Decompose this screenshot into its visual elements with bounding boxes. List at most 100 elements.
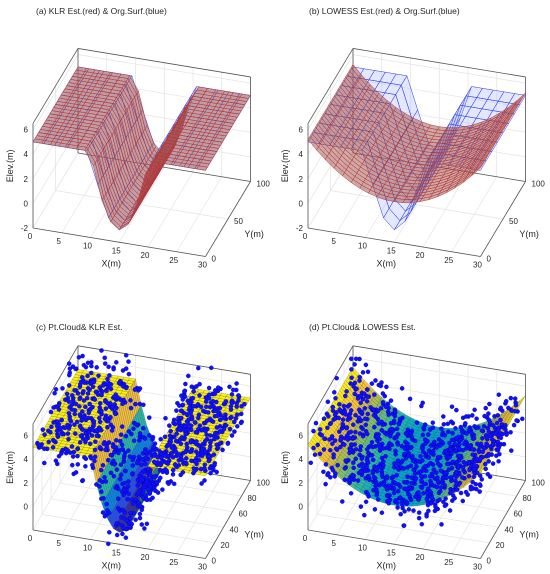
panel-a-grid-line <box>32 54 79 130</box>
panel-c-point <box>163 415 168 421</box>
panel-c-point <box>227 426 233 432</box>
panel-c-point <box>92 454 98 460</box>
panel-d-point <box>347 413 352 419</box>
panel-c-point <box>127 515 133 521</box>
panel-c-point <box>60 386 65 391</box>
panel-d-point <box>451 488 456 493</box>
panel-c-point <box>158 462 163 468</box>
panel-c-point <box>144 521 150 527</box>
panel-d-grid-line <box>451 475 498 554</box>
panel-c-point <box>234 412 240 417</box>
panel-a-x-axis <box>32 227 206 257</box>
panel-d-point <box>472 407 477 413</box>
panel-d-point <box>470 479 475 485</box>
panel-d-point <box>379 419 384 425</box>
panel-b-z-tick: 2 <box>299 175 304 184</box>
panel-c-point <box>108 422 114 428</box>
panel-d-point <box>493 431 498 436</box>
panel-d: (d) Pt.Cloud& LOWESS Est. 0 5 10 15 20 25 30 0 2… <box>275 318 550 574</box>
panel-c-point <box>154 446 159 452</box>
panel-d-point <box>449 465 455 471</box>
panel-d-point <box>348 381 353 386</box>
panel-d-point <box>427 427 433 432</box>
panel-c-point <box>106 541 111 547</box>
panel-d-point <box>402 446 408 451</box>
panel-d-point <box>359 456 365 461</box>
panel-c-point <box>215 413 220 419</box>
panel-d-point <box>401 466 406 471</box>
panel-c-point <box>137 386 143 391</box>
panel-d-point <box>357 378 362 383</box>
panel-c-point <box>67 405 72 410</box>
panel-d-point <box>338 437 343 442</box>
panel-d-point <box>486 459 491 464</box>
panel-c-point <box>89 433 95 438</box>
panel-d-point <box>375 464 380 470</box>
panel-c-point <box>137 503 143 509</box>
panel-d-point <box>374 492 379 498</box>
panel-d-point <box>351 384 356 389</box>
panel-d-point <box>447 508 453 513</box>
panel-c-point <box>136 454 142 460</box>
panel-d-point <box>457 453 462 459</box>
panel-c-point <box>178 472 183 478</box>
panel-d-point <box>450 459 455 465</box>
panel-c-point <box>171 420 176 425</box>
panel-c-x-tick: 0 <box>28 534 33 543</box>
panel-c-point <box>85 373 90 379</box>
panel-c-point <box>92 447 98 453</box>
panel-d-point <box>478 441 484 447</box>
panel-d-point <box>487 401 492 407</box>
panel-c-point <box>123 535 129 540</box>
panel-c-point <box>105 376 110 382</box>
panel-d-point <box>490 442 496 447</box>
panel-d-point <box>325 399 331 405</box>
panel-c-point <box>130 463 136 468</box>
panel-d-point <box>385 493 391 499</box>
panel-c-point <box>129 521 135 527</box>
panel-d-point <box>471 474 477 480</box>
panel-c-point <box>196 365 201 371</box>
panel-d-point <box>501 441 507 447</box>
panel-d-point <box>456 458 462 463</box>
panel-d-point <box>463 421 468 426</box>
panel-c-point <box>120 531 125 537</box>
panel-d-point <box>373 378 378 383</box>
panel-c-point <box>90 427 95 433</box>
panel-c-surface-cell <box>199 472 208 477</box>
panel-d-point <box>351 422 356 427</box>
panel-c-point <box>200 408 206 414</box>
panel-c-point <box>183 381 188 387</box>
panel-c-point <box>103 479 109 484</box>
panel-c-point <box>88 406 93 412</box>
panel-c-point <box>190 395 196 401</box>
panel-c-point <box>106 364 111 370</box>
panel-d-point <box>496 445 502 450</box>
panel-c-point <box>195 452 201 457</box>
panel-d-point <box>331 455 336 460</box>
panel-d-point <box>372 392 377 397</box>
panel-c-point <box>119 442 125 448</box>
panel-c-point <box>87 441 93 446</box>
panel-d-point <box>401 523 407 528</box>
panel-c-point <box>130 501 136 506</box>
panel-c-point <box>143 461 148 467</box>
panel-d-point <box>332 390 337 395</box>
panel-d-point <box>484 435 490 441</box>
panel-c-point <box>92 397 98 402</box>
panel-c-point <box>202 449 208 454</box>
panel-d-axis-edge <box>307 345 354 424</box>
panel-d-point <box>313 420 319 426</box>
panel-c-point <box>207 447 212 452</box>
panel-c-point <box>137 515 143 521</box>
panel-c-point <box>107 530 112 535</box>
panel-c-point <box>116 505 121 511</box>
panel-c-point <box>72 411 77 417</box>
panel-c-point <box>51 405 56 410</box>
panel-d-point <box>370 457 376 463</box>
panel-c-point <box>99 348 104 353</box>
panel-c-point <box>65 395 71 401</box>
panel-c-point <box>203 428 208 434</box>
panel-d-point <box>444 475 450 480</box>
panel-c-point <box>48 409 54 415</box>
